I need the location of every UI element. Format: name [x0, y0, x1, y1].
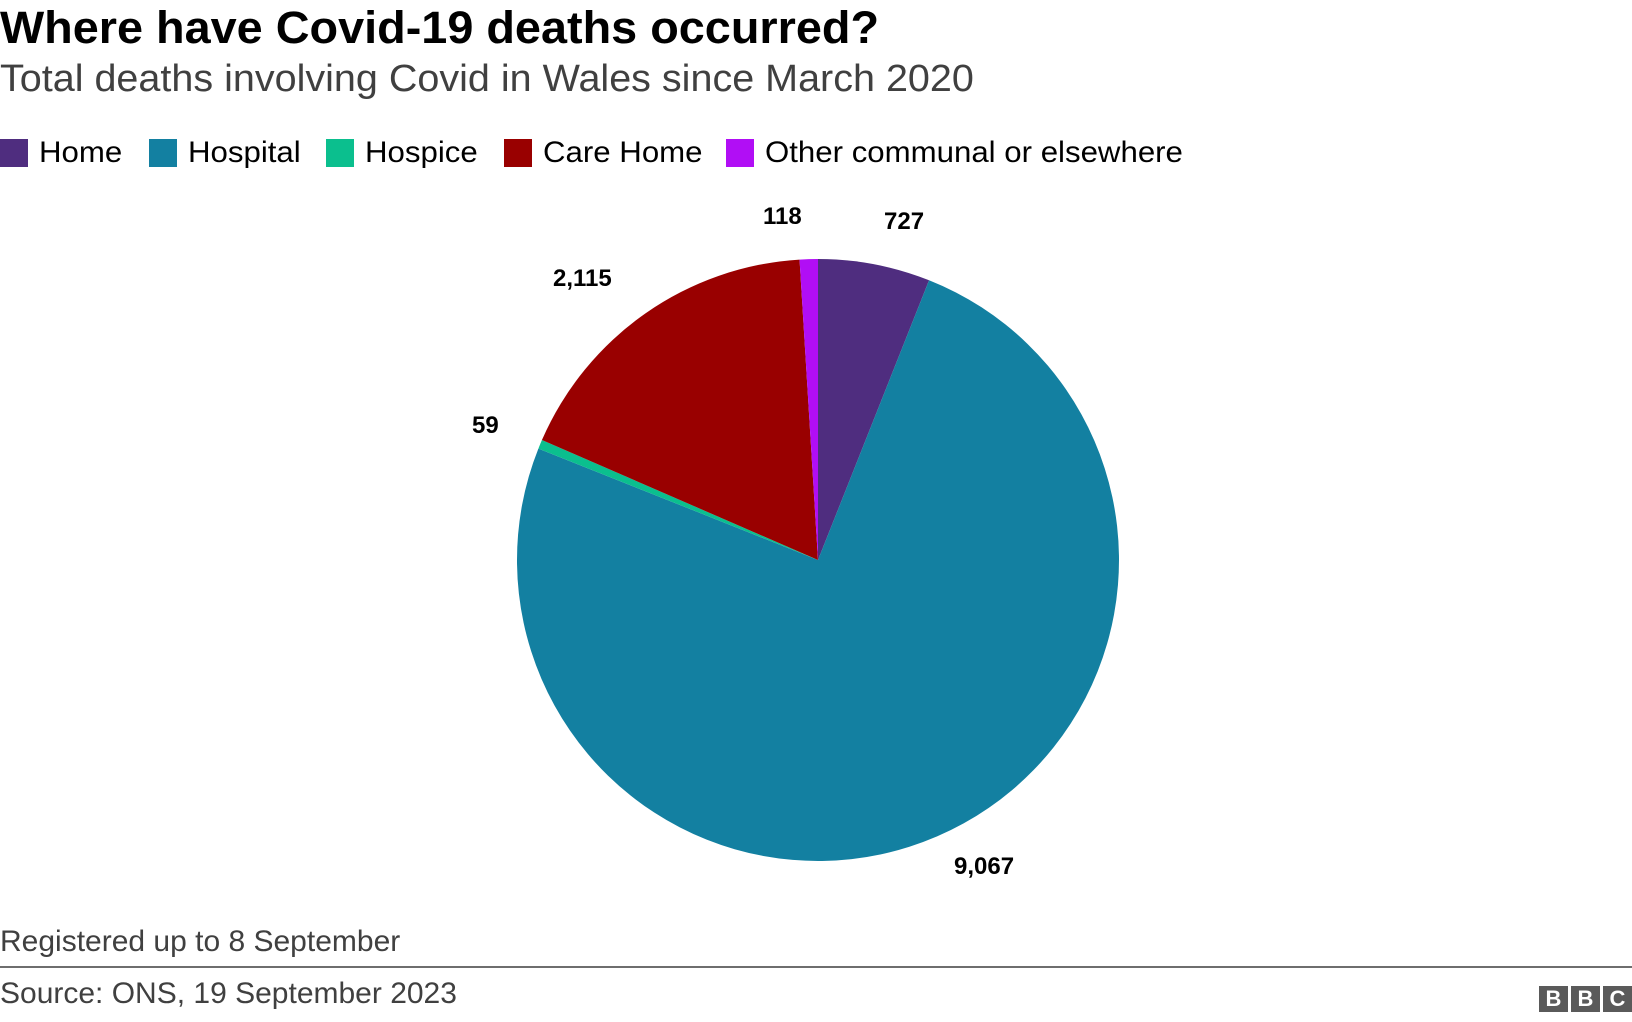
pie-slice-hospice	[538, 440, 818, 560]
bbc-logo-letter: B	[1539, 986, 1568, 1012]
footnote: Registered up to 8 September	[0, 925, 401, 958]
chart-title: Where have Covid-19 deaths occurred?	[0, 2, 880, 53]
legend-label-hospital: Hospital	[188, 136, 301, 169]
legend-swatch-care-home	[503, 139, 532, 167]
legend-item-other: Other communal or elsewhere	[726, 136, 1183, 170]
bbc-logo-letter: C	[1603, 986, 1632, 1012]
data-label-hospital: 9,067	[954, 853, 1015, 880]
legend-swatch-hospice	[326, 139, 355, 167]
legend-label-other: Other communal or elsewhere	[765, 136, 1184, 169]
bbc-logo: B B C	[1539, 986, 1632, 1012]
legend-swatch-hospital	[149, 139, 178, 167]
legend-label-care-home: Care Home	[542, 136, 703, 169]
legend-swatch-home	[0, 139, 28, 167]
data-label-hospice: 59	[472, 412, 499, 439]
legend-label-hospice: Hospice	[365, 136, 479, 169]
legend-label-home: Home	[39, 136, 123, 169]
data-label-care-home: 2,115	[553, 265, 612, 292]
legend: Home Hospital Hospice Care Home Other co…	[0, 136, 1197, 170]
legend-item-home: Home	[0, 136, 123, 170]
legend-item-hospice: Hospice	[326, 136, 478, 170]
pie-slice-care-home	[541, 259, 818, 560]
legend-item-care-home: Care Home	[503, 136, 702, 170]
chart-subtitle: Total deaths involving Covid in Wales si…	[0, 58, 974, 100]
source-text: Source: ONS, 19 September 2023	[0, 977, 457, 1010]
data-label-home: 727	[884, 208, 925, 235]
pie-slice-home	[818, 259, 930, 560]
bbc-logo-letter: B	[1571, 986, 1600, 1012]
legend-swatch-other	[726, 139, 755, 167]
pie-slice-other	[799, 259, 818, 560]
legend-item-hospital: Hospital	[149, 136, 301, 170]
data-label-other: 118	[763, 203, 802, 230]
pie-slices	[516, 259, 1119, 861]
pie-slice-hospital	[516, 280, 1119, 861]
footer-divider	[0, 966, 1632, 968]
